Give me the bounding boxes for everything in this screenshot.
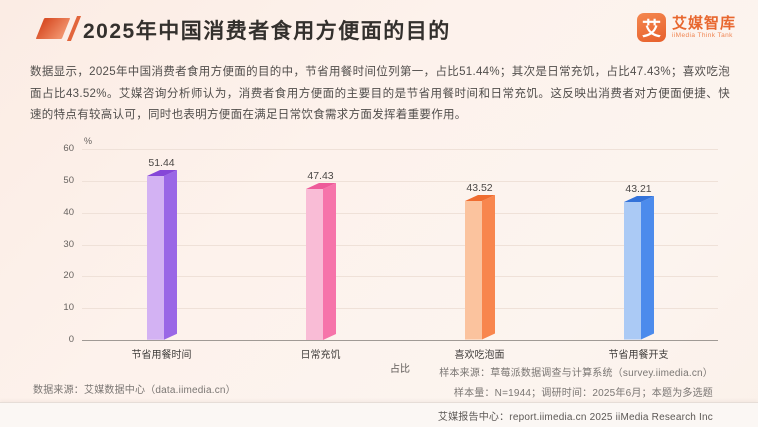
x-axis-line <box>82 340 718 341</box>
y-tick-label: 60 <box>63 143 74 154</box>
category-label: 日常充饥 <box>300 350 341 361</box>
bar-2 <box>464 195 495 340</box>
y-tick-label: 50 <box>63 174 74 186</box>
sample-source-note: 样本来源：草莓派数据调查与计算系统（survey.iimedia.cn） <box>439 368 713 379</box>
iimedia-logo-icon: 艾 <box>636 13 666 42</box>
gridline <box>82 212 718 214</box>
y-tick-label: 30 <box>63 238 74 250</box>
x-axis-title: 占比 <box>390 364 410 375</box>
bar-top-face <box>623 196 654 203</box>
gridline <box>82 244 718 246</box>
page-title: 2025年中国消费者食用方便面的目的 <box>83 20 451 43</box>
gridline <box>82 149 718 150</box>
bar-top-face <box>146 170 177 177</box>
category-label: 节省用餐时间 <box>131 350 192 361</box>
bar-value-label: 51.44 <box>148 157 175 170</box>
category-label: 节省用餐开支 <box>608 350 669 361</box>
header: 2025年中国消费者食用方便面的目的 艾 艾媒智库 iiMedia Think … <box>0 0 758 56</box>
bar-0 <box>146 170 177 340</box>
category-label: 喜欢吃泡面 <box>454 350 505 361</box>
bar-front-face <box>464 201 482 340</box>
data-source-note: 数据来源：艾媒数据中心（data.iimedia.cn） <box>33 385 236 396</box>
brand-name: 艾媒智库 <box>671 14 736 32</box>
summary-paragraph: 数据显示，2025年中国消费者食用方便面的目的中，节省用餐时间位列第一，占比51… <box>30 66 730 122</box>
gridline <box>82 180 718 182</box>
y-axis-unit: % <box>84 136 93 146</box>
bar-value-label: 43.21 <box>625 183 652 196</box>
bar-1 <box>305 183 336 340</box>
title-accent <box>35 16 82 41</box>
gridline <box>82 308 718 310</box>
gridline <box>82 276 718 278</box>
bar-side-face <box>481 195 495 340</box>
y-tick-label: 20 <box>63 270 74 282</box>
sample-info-note: 样本量：N=1944；调研时间：2025年6月；本题为多选题 <box>453 388 713 399</box>
footer-note: 艾媒报告中心：report.iimedia.cn 2025 iiMedia Re… <box>437 412 713 423</box>
iimedia-logo-text: 艾媒智库 iiMedia Think Tank <box>671 14 736 40</box>
iimedia-logo: 艾 艾媒智库 iiMedia Think Tank <box>636 13 736 42</box>
bar-top-face <box>305 183 336 189</box>
bar-side-face <box>640 196 654 340</box>
bar-front-face <box>305 189 323 340</box>
bar-top-face <box>464 195 495 202</box>
footer-bar: 艾媒报告中心：report.iimedia.cn 2025 iiMedia Re… <box>0 402 758 427</box>
brand-subtitle: iiMedia Think Tank <box>671 31 733 39</box>
bar-side-face <box>322 183 336 340</box>
bar-value-label: 47.43 <box>307 170 334 182</box>
y-tick-label: 0 <box>68 334 74 345</box>
bar-front-face <box>146 176 164 340</box>
bar-chart: 0 10 20 30 40 50 60% 51.44 节省用餐时间 47.43 日常充饥 43.52 喜… <box>0 136 758 375</box>
y-tick-label: 40 <box>63 206 74 218</box>
bar-3 <box>623 196 654 340</box>
title-accent-block <box>35 18 71 39</box>
bar-value-label: 43.52 <box>466 182 493 195</box>
bar-side-face <box>163 170 177 340</box>
bar-front-face <box>623 202 641 340</box>
y-tick-label: 10 <box>63 302 74 314</box>
